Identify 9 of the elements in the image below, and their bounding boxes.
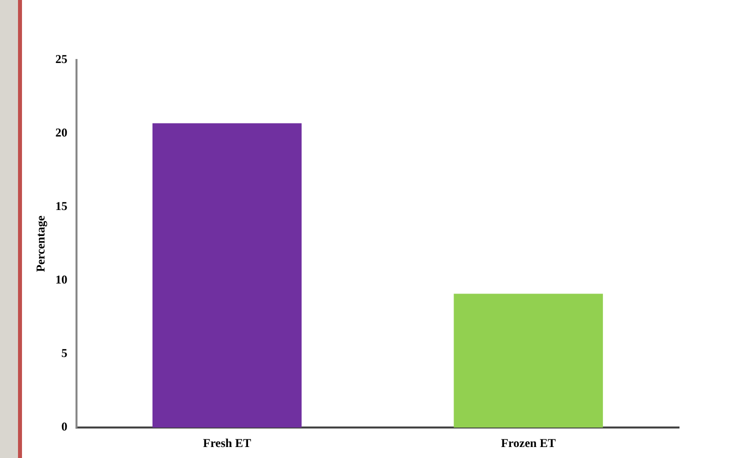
y-tick-label: 20 <box>55 126 68 140</box>
y-tick-label: 0 <box>61 420 68 434</box>
x-tick-label: Fresh ET <box>202 436 252 450</box>
y-tick-label: 5 <box>61 346 68 360</box>
y-axis-title: Percentage <box>33 214 48 272</box>
y-tick-label: 25 <box>55 52 68 66</box>
y-tick-label: 10 <box>55 272 68 287</box>
x-tick-label: Frozen ET <box>500 436 556 450</box>
y-tick-label: 15 <box>55 199 68 214</box>
